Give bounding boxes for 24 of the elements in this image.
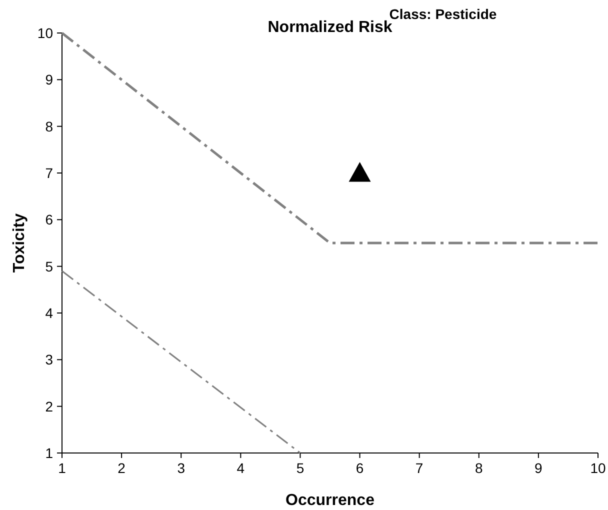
y-tick-label: 6: [45, 212, 54, 228]
y-tick-label: 9: [45, 72, 54, 88]
x-tick-label: 2: [118, 460, 126, 476]
y-tick-label: 2: [45, 398, 54, 414]
y-tick-label: 8: [45, 118, 54, 134]
chart-title: Normalized Risk: [268, 19, 392, 36]
y-tick-label: 1: [45, 445, 54, 461]
chart-subtitle: Class: Pesticide: [389, 6, 497, 22]
y-tick-label: 4: [45, 305, 54, 321]
x-tick-label: 1: [58, 460, 66, 476]
x-tick-label: 5: [296, 460, 304, 476]
x-tick-label: 3: [177, 460, 186, 476]
y-tick-label: 5: [45, 258, 54, 274]
y-tick-label: 10: [37, 25, 54, 41]
x-tick-label: 10: [590, 460, 606, 476]
x-axis-title: Occurrence: [286, 492, 375, 509]
y-axis-title: Toxicity: [11, 213, 28, 273]
y-tick-label: 7: [45, 165, 54, 181]
x-tick-label: 8: [474, 460, 483, 476]
x-tick-label: 9: [534, 460, 543, 476]
x-tick-label: 4: [236, 460, 245, 476]
x-tick-label: 6: [356, 460, 364, 476]
y-tick-label: 3: [45, 352, 54, 368]
x-tick-label: 7: [415, 460, 424, 476]
